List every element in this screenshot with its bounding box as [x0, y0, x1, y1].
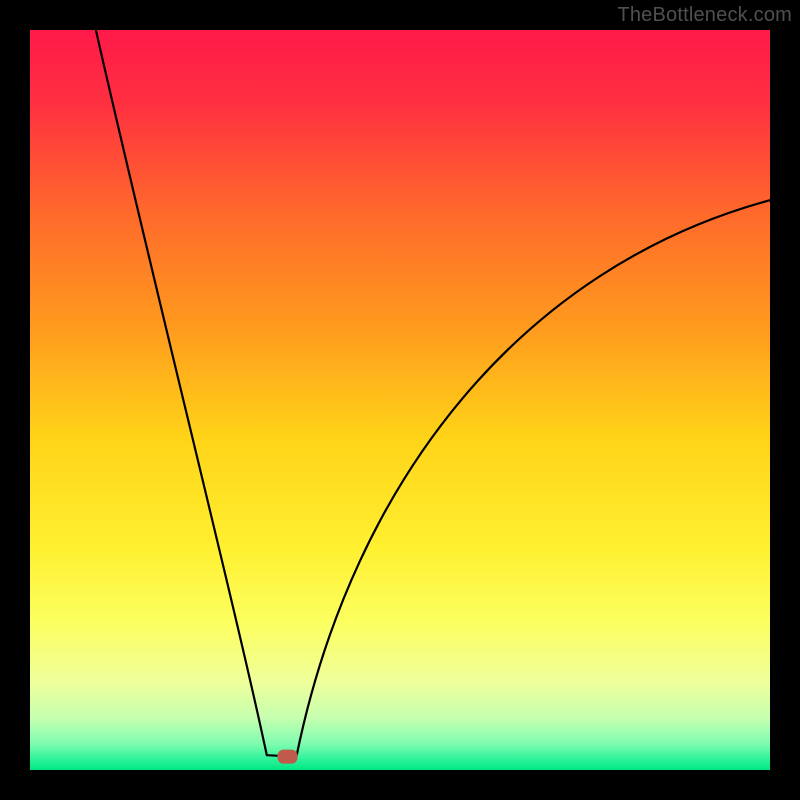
watermark-text: TheBottleneck.com: [617, 4, 792, 27]
chart-container: TheBottleneck.com: [0, 0, 800, 800]
optimal-marker: [278, 750, 298, 764]
chart-svg: [0, 0, 800, 800]
plot-background: [30, 30, 770, 770]
